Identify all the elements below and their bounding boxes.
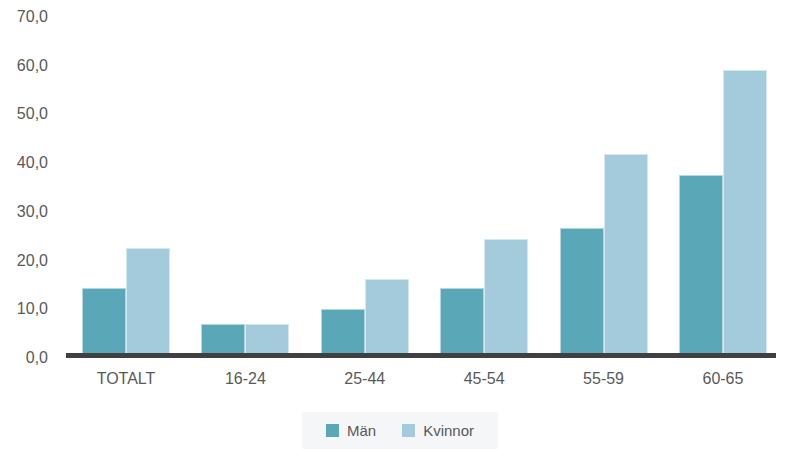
bar-group-55-59: [560, 17, 648, 353]
y-tick-label: 70,0: [17, 8, 48, 26]
y-tick-label: 30,0: [17, 203, 48, 221]
y-tick-label: 40,0: [17, 154, 48, 172]
x-category-label: 25-44: [321, 370, 409, 388]
legend-item-man: Män: [326, 422, 376, 439]
plot-area: [66, 17, 776, 358]
y-tick-label: 10,0: [17, 300, 48, 318]
x-category-label: 60-65: [679, 370, 767, 388]
bar-män-55-59: [560, 228, 604, 353]
legend-label-kvinnor: Kvinnor: [423, 422, 474, 439]
bar-group-25-44: [321, 17, 409, 353]
bar-group-totalt: [82, 17, 170, 353]
legend-item-kvinnor: Kvinnor: [402, 422, 474, 439]
y-tick-label: 60,0: [17, 57, 48, 75]
legend: Män Kvinnor: [302, 412, 498, 449]
y-axis: 0,010,020,030,040,050,060,070,0: [0, 17, 52, 358]
x-category-label: 45-54: [440, 370, 528, 388]
bar-kvinnor-16-24: [245, 324, 289, 353]
y-tick-label: 50,0: [17, 105, 48, 123]
bar-kvinnor-totalt: [126, 248, 170, 353]
bar-kvinnor-55-59: [604, 154, 648, 353]
bar-group-16-24: [201, 17, 289, 353]
x-category-label: TOTALT: [82, 370, 170, 388]
legend-swatch-man-icon: [326, 424, 339, 437]
bar-män-totalt: [82, 288, 126, 353]
x-category-label: 55-59: [560, 370, 648, 388]
bar-kvinnor-45-54: [484, 239, 528, 353]
y-tick-label: 20,0: [17, 252, 48, 270]
bar-män-25-44: [321, 309, 365, 353]
bar-män-45-54: [440, 288, 484, 353]
legend-swatch-kvinnor-icon: [402, 424, 415, 437]
legend-label-man: Män: [347, 422, 376, 439]
bar-group-45-54: [440, 17, 528, 353]
bar-män-60-65: [679, 175, 723, 353]
bar-kvinnor-60-65: [723, 70, 767, 353]
x-category-label: 16-24: [201, 370, 289, 388]
bar-chart: 0,0 10,0 20,0 30,0 40,0 50,0 60,0 70,0 TOTALT 16…: [0, 0, 800, 450]
bar-kvinnor-25-44: [365, 279, 409, 353]
x-axis: TOTALT 16-24 25-44 45-54 55-59 60-65: [66, 370, 776, 388]
y-tick-label: 0,0: [26, 349, 48, 367]
bar-group-60-65: [679, 17, 767, 353]
bar-män-16-24: [201, 324, 245, 353]
bars-row: [66, 17, 776, 353]
